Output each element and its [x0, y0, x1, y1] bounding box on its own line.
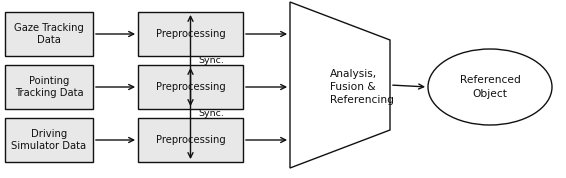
FancyBboxPatch shape [138, 12, 243, 56]
Text: Gaze Tracking
Data: Gaze Tracking Data [14, 23, 84, 45]
Text: Driving
Simulator Data: Driving Simulator Data [11, 129, 87, 151]
Text: Pointing
Tracking Data: Pointing Tracking Data [15, 76, 83, 98]
FancyBboxPatch shape [5, 118, 93, 162]
Text: Referenced
Object: Referenced Object [460, 75, 521, 99]
FancyBboxPatch shape [5, 65, 93, 109]
Text: Preprocessing: Preprocessing [156, 29, 225, 39]
Text: Sync.: Sync. [199, 56, 224, 65]
Text: Sync.: Sync. [199, 109, 224, 118]
Text: Analysis,
Fusion &
Referencing: Analysis, Fusion & Referencing [330, 69, 394, 105]
FancyBboxPatch shape [138, 118, 243, 162]
Ellipse shape [428, 49, 552, 125]
Text: Preprocessing: Preprocessing [156, 82, 225, 92]
FancyBboxPatch shape [5, 12, 93, 56]
FancyBboxPatch shape [138, 65, 243, 109]
Text: Preprocessing: Preprocessing [156, 135, 225, 145]
Polygon shape [290, 2, 390, 168]
